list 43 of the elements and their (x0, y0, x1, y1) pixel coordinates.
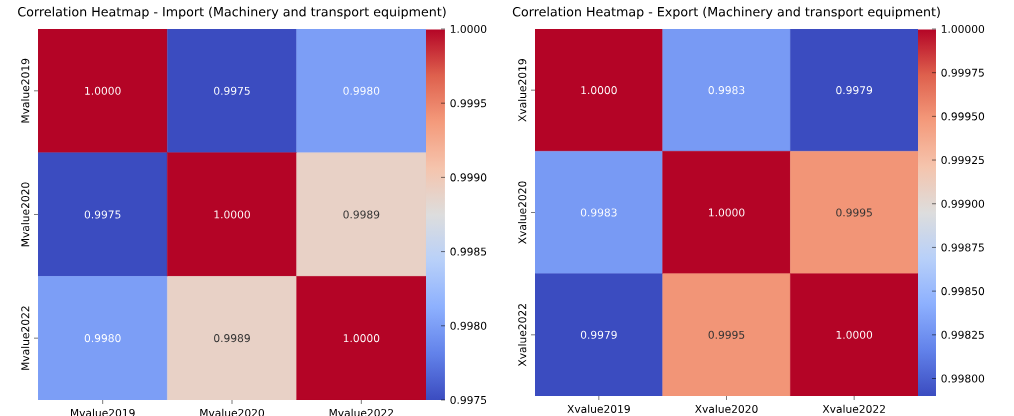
color-bar-label: 1.00000 (941, 24, 985, 34)
data-label: 1.0000 (709, 208, 745, 217)
data-label: 0.9989 (214, 334, 250, 343)
y-tick-label: Xvalue2019 (518, 59, 527, 122)
data-label: 0.9980 (84, 334, 121, 343)
x-tick-label: Mvalue2020 (200, 408, 265, 416)
data-label: 1.0000 (581, 86, 617, 95)
data-label: 0.9980 (343, 86, 380, 95)
color-bar-label: 0.99950 (941, 112, 985, 121)
data-label: 0.9979 (580, 330, 617, 339)
data-label: 1.0000 (343, 334, 380, 343)
color-bar-label: 0.9990 (450, 173, 487, 182)
color-bar-label: 0.9985 (450, 247, 487, 256)
color-bar-label: 0.99875 (941, 243, 984, 252)
data-label: 1.0000 (85, 86, 121, 95)
y-tick-label: Xvalue2020 (518, 181, 527, 244)
data-label: 0.9995 (836, 208, 872, 217)
data-label: 0.9975 (214, 86, 250, 95)
x-tick-label: Xvalue2020 (695, 404, 758, 413)
x-tick-label: Xvalue2022 (822, 404, 885, 413)
y-tick-label: Mvalue2020 (21, 182, 30, 247)
color-bar-label: 0.9975 (450, 395, 487, 405)
color-bar-label: 0.99850 (941, 287, 985, 296)
data-label: 0.9979 (836, 86, 873, 95)
color-bar-label: 0.9980 (450, 321, 487, 330)
chart-title: Correlation Heatmap - Export (Machinery and transport equipment) (512, 6, 940, 19)
color-bar-label: 0.99900 (941, 199, 985, 208)
chart-title: Correlation Heatmap - Import (Machinery and transport equipment) (18, 6, 446, 19)
color-bar-label: 0.99925 (941, 156, 984, 165)
x-tick-label: Mvalue2019 (70, 408, 135, 416)
y-tick-label: Mvalue2022 (21, 306, 30, 370)
color-bar-label: 0.99975 (941, 68, 984, 77)
y-tick-label: Mvalue2019 (21, 58, 30, 123)
color-bar-label: 0.99825 (941, 330, 984, 339)
color-bar-label: 1.0000 (450, 24, 487, 34)
color-bar-label: 0.99800 (941, 374, 985, 383)
data-label: 0.9983 (580, 208, 617, 217)
data-label: 1.0000 (836, 330, 873, 339)
x-tick-label: Xvalue2019 (567, 404, 630, 413)
y-tick-label: Xvalue2022 (518, 304, 527, 367)
color-bar-label: 0.9995 (450, 99, 487, 108)
x-tick-label: Mvalue2022 (329, 408, 393, 416)
data-label: 1.0000 (214, 210, 250, 219)
